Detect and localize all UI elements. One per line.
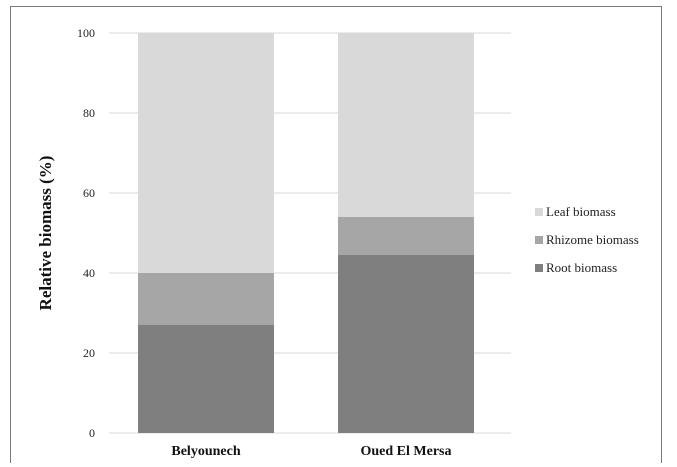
- x-category-label: Oued El Mersa: [361, 444, 452, 459]
- legend-item-label: Root biomass: [546, 260, 617, 275]
- y-tick-label: 0: [89, 426, 95, 440]
- y-tick-label: 40: [83, 266, 95, 280]
- y-tick-label: 20: [83, 346, 95, 360]
- legend-item-label: Leaf biomass: [546, 204, 616, 219]
- legend-item-label: Rhizome biomass: [546, 232, 639, 247]
- bar-segment-root-biomass: [338, 255, 474, 433]
- legend-swatch: [535, 264, 543, 272]
- y-tick-label: 60: [83, 186, 95, 200]
- y-tick-label: 80: [83, 106, 95, 120]
- legend: Leaf biomass Rhizome biomass Root biomass: [535, 204, 639, 275]
- bar-segment-root-biomass: [138, 325, 274, 433]
- bar-segment-leaf-biomass: [138, 33, 274, 273]
- bar-segment-leaf-biomass: [338, 33, 474, 217]
- legend-swatch: [535, 236, 543, 244]
- bars: [138, 33, 474, 433]
- bar-segment-rhizome-biomass: [338, 217, 474, 255]
- bar-segment-rhizome-biomass: [138, 273, 274, 325]
- chart-frame: 0 20 40 60 80 100 Belyounech Oued El Mersa Rel…: [10, 6, 662, 463]
- category-labels: Belyounech Oued El Mersa: [171, 444, 451, 459]
- y-axis-title: Relative biomass (%): [36, 156, 55, 311]
- x-category-label: Belyounech: [171, 444, 240, 459]
- stacked-bar-chart: 0 20 40 60 80 100 Belyounech Oued El Mersa Rel…: [36, 26, 639, 459]
- y-tick-labels: 0 20 40 60 80 100: [77, 26, 95, 440]
- y-tick-label: 100: [77, 26, 95, 40]
- legend-swatch: [535, 208, 543, 216]
